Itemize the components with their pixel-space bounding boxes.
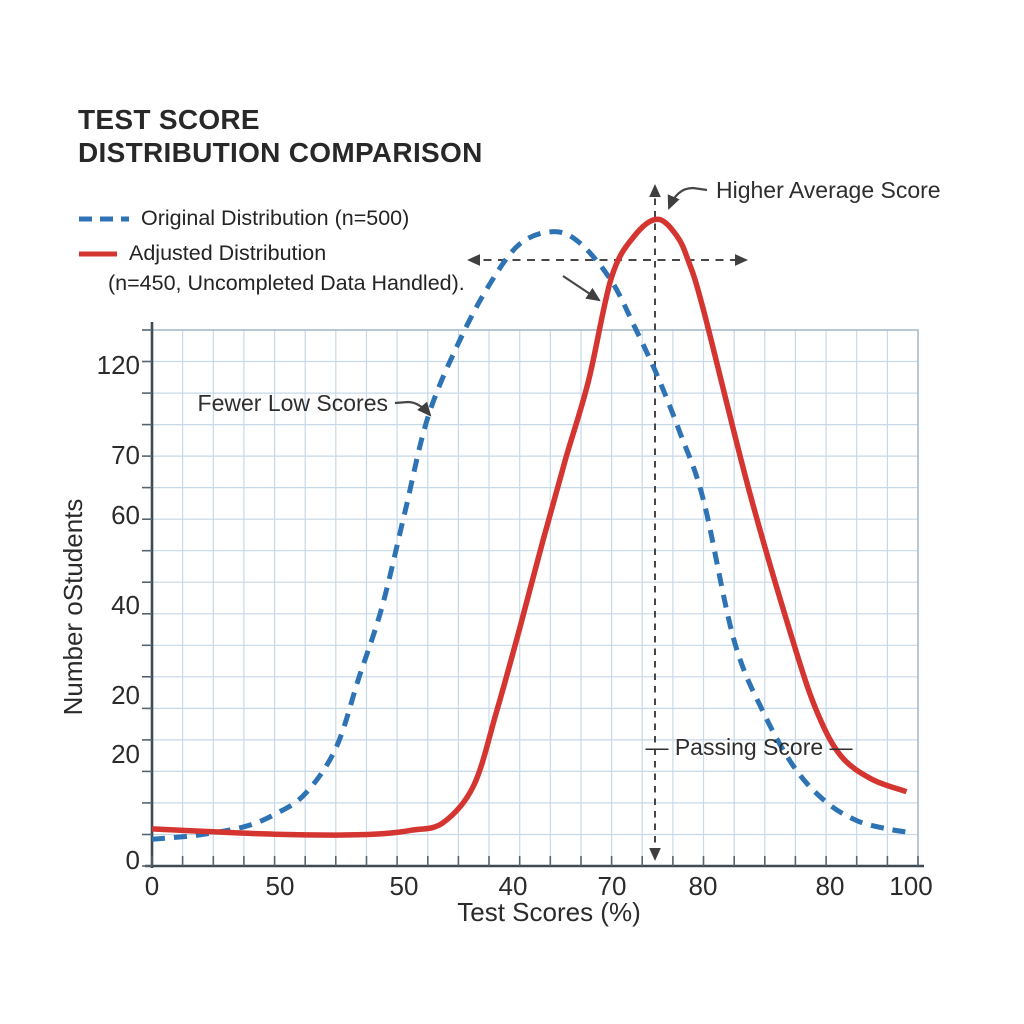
annotation-higher-average-score-arrow-icon [667, 186, 708, 210]
guide-lines [467, 184, 748, 861]
x-tick-label: 50 [266, 871, 295, 901]
x-tick-label: 0 [145, 871, 159, 901]
page-title: TEST SCORE DISTRIBUTION COMPARISON [78, 103, 483, 169]
tick-labels: 0 50 50 40 70 80 80 100 120 70 60 40 20 20 0 [97, 350, 933, 901]
annotation-fewer-low-scores-arrow-icon [394, 400, 432, 417]
x-tick-label: 50 [390, 871, 419, 901]
y-tick-label: 20 [111, 739, 140, 769]
annotation-passing-score: — Passing Score — [645, 734, 852, 760]
y-axis-title: Number oStudents [58, 499, 88, 716]
x-axis-title: Test Scores (%) [457, 897, 641, 927]
original-distribution-curve [151, 229, 915, 842]
x-tick-label: 80 [689, 871, 718, 901]
y-tick-label: 20 [111, 680, 140, 710]
annotation-fewer-low-scores-label: Fewer Low Scores [198, 390, 388, 416]
axes [142, 322, 924, 868]
plot-grid [151, 329, 919, 867]
legend-label-original: Original Distribution (n=500) [141, 206, 410, 230]
x-tick-label: 80 [816, 871, 845, 901]
x-tick-label: 70 [598, 871, 627, 901]
x-tick-label: 40 [499, 871, 528, 901]
annotation-higher-average-score-label: Higher Average Score [716, 177, 941, 203]
legend-item-adjusted: Adjusted Distribution [78, 236, 465, 271]
title-line-1: TEST SCORE [78, 104, 260, 135]
legend-sublabel-adjusted: (n=450, Uncompleted Data Handled). [108, 271, 465, 295]
annotation-curve-shift-arrow-arrow-icon [562, 275, 601, 302]
title-line-2: DISTRIBUTION COMPARISON [78, 137, 483, 168]
y-tick-label: 0 [126, 845, 140, 875]
legend-label-adjusted: Adjusted Distribution [129, 241, 327, 265]
annotation-passing-score-label: — Passing Score — [645, 734, 852, 760]
annotation-higher-average-score: Higher Average Score [667, 177, 941, 210]
y-tick-label: 60 [111, 500, 140, 530]
adjusted-distribution-curve [151, 216, 908, 838]
x-tick-label: 100 [889, 871, 932, 901]
legend-swatch-dashed-icon [79, 216, 129, 221]
y-tick-label: 120 [97, 350, 140, 380]
legend: Original Distribution (n=500) Adjusted D… [78, 201, 465, 296]
y-tick-label: 70 [111, 440, 140, 470]
annotation-fewer-low-scores: Fewer Low Scores [198, 390, 432, 417]
y-tick-label: 40 [111, 590, 140, 620]
legend-swatch-solid-icon [79, 251, 117, 256]
series-curves [151, 216, 915, 842]
annotations: Higher Average Score Fewer Low Scores — Pa… [198, 177, 941, 760]
legend-item-original: Original Distribution (n=500) [78, 201, 465, 236]
annotation-curve-shift-arrow [562, 275, 601, 302]
